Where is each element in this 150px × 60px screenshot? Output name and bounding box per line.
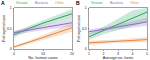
- svg-text:Bacteria: Bacteria: [110, 1, 123, 5]
- svg-text:Other: Other: [130, 1, 140, 5]
- svg-text:Average no. hosts: Average no. hosts: [103, 56, 134, 60]
- svg-text:0: 0: [13, 52, 15, 56]
- svg-text:Viruses: Viruses: [91, 1, 103, 5]
- svg-text:3: 3: [117, 52, 119, 56]
- svg-text:20: 20: [70, 52, 74, 56]
- svg-text:B: B: [76, 0, 80, 6]
- svg-text:1: 1: [85, 6, 87, 10]
- svg-text:2: 2: [103, 52, 105, 56]
- svg-text:Pathogens/case: Pathogens/case: [77, 15, 81, 42]
- svg-text:4: 4: [132, 52, 134, 56]
- svg-text:5: 5: [146, 52, 148, 56]
- svg-text:1: 1: [10, 6, 12, 10]
- svg-text:Pathogens/case: Pathogens/case: [2, 15, 6, 42]
- svg-text:A: A: [1, 0, 5, 6]
- svg-text:Other: Other: [55, 1, 65, 5]
- svg-text:10: 10: [41, 52, 45, 56]
- svg-text:0: 0: [85, 47, 87, 51]
- svg-text:1: 1: [88, 52, 90, 56]
- svg-text:0: 0: [10, 47, 12, 51]
- svg-text:0.5: 0.5: [7, 27, 12, 31]
- svg-text:No. human cases: No. human cases: [28, 56, 58, 60]
- svg-text:Bacteria: Bacteria: [35, 1, 48, 5]
- svg-text:Viruses: Viruses: [16, 1, 28, 5]
- svg-text:0.5: 0.5: [82, 27, 87, 31]
